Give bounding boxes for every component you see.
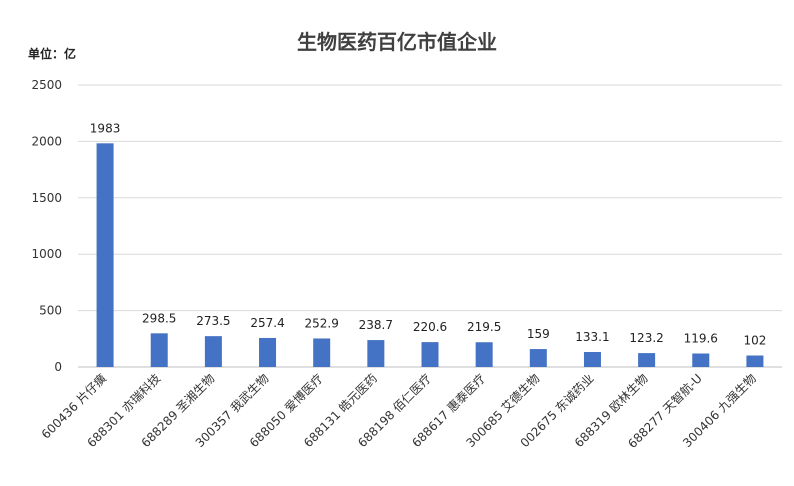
data-label: 219.5: [467, 320, 501, 334]
bar: [638, 353, 656, 367]
bar: [746, 355, 764, 367]
data-label: 273.5: [196, 314, 230, 328]
y-tick-label: 1500: [31, 191, 62, 205]
data-label: 298.5: [142, 311, 176, 325]
bar: [313, 338, 331, 367]
chart-title: 生物医药百亿市值企业: [297, 30, 497, 54]
data-label: 1983: [90, 121, 121, 135]
bar: [259, 337, 277, 367]
bar: [692, 353, 710, 367]
y-tick-label: 500: [39, 304, 62, 318]
y-tick-label: 1000: [31, 247, 62, 261]
y-tick-label: 2000: [31, 134, 62, 148]
data-label: 220.6: [413, 320, 447, 334]
bar: [96, 143, 114, 367]
bars: [96, 143, 764, 367]
data-label: 159: [527, 327, 550, 341]
bar: [204, 336, 222, 367]
bar: [367, 340, 385, 367]
y-tick-label: 2500: [31, 78, 62, 92]
data-label: 133.1: [575, 330, 609, 344]
y-axis-ticks: 0 500 1000 1500 2000 2500: [31, 78, 62, 374]
data-label: 252.9: [305, 316, 339, 330]
data-label: 102: [743, 333, 766, 347]
data-label: 123.2: [629, 331, 663, 345]
data-label: 257.4: [250, 316, 284, 330]
unit-label: 单位：亿: [28, 47, 77, 61]
bar: [529, 349, 547, 367]
bar: [475, 342, 493, 367]
bar: [421, 342, 439, 367]
gridlines: [78, 84, 782, 368]
data-labels: 1983 298.5 273.5 257.4 252.9 238.7 220.6 219.5 1…: [90, 121, 767, 347]
data-label: 119.6: [684, 332, 718, 346]
bar: [583, 351, 601, 367]
data-label: 238.7: [359, 318, 393, 332]
bar: [150, 333, 168, 367]
y-tick-label: 0: [54, 360, 62, 374]
